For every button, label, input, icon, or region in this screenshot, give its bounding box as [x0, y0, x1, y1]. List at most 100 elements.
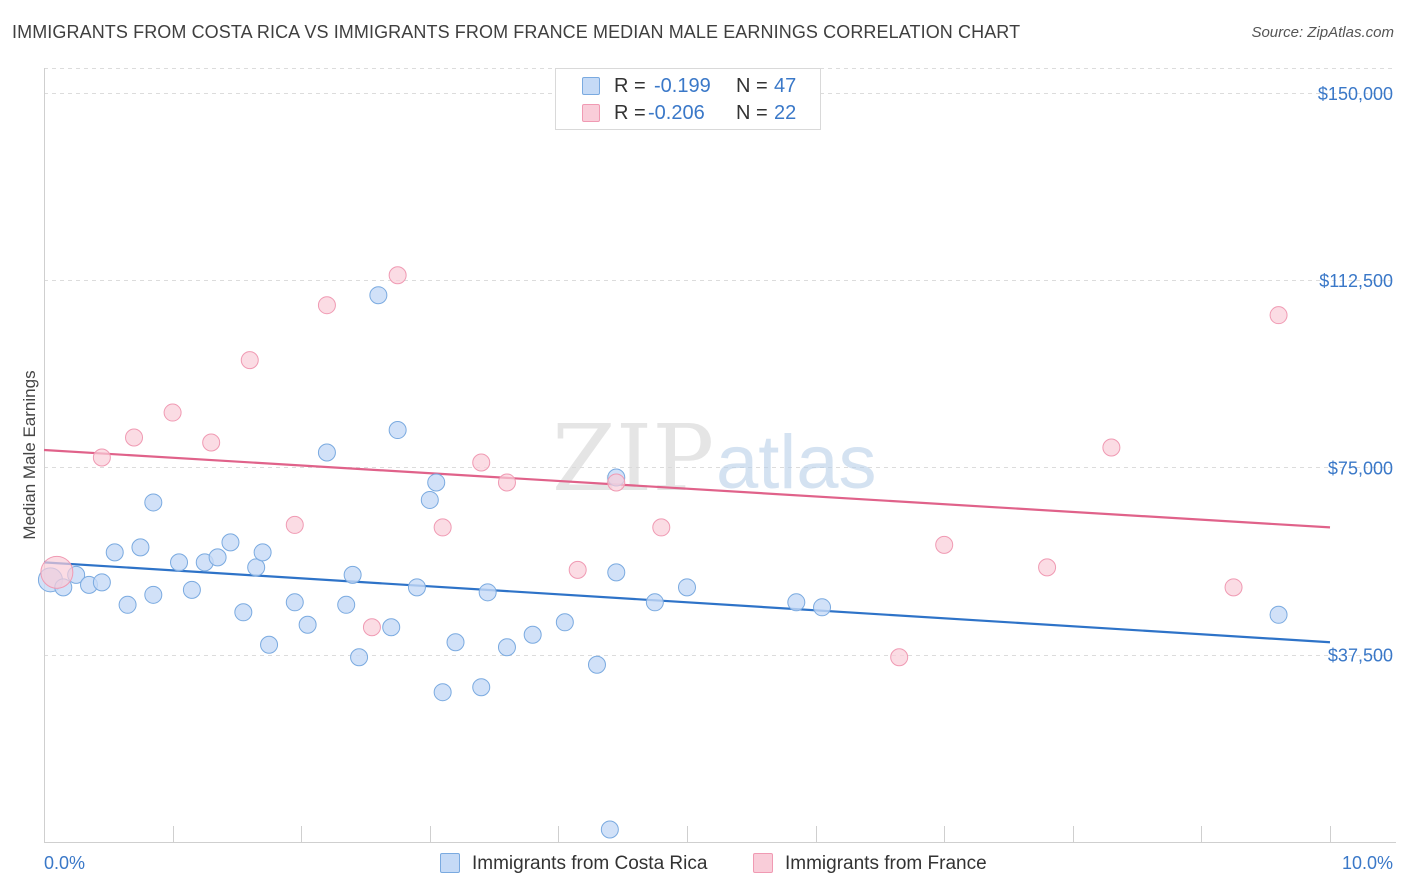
- points-layer: [37, 266, 1288, 839]
- costa-rica-point: [182, 580, 201, 599]
- chart-title: IMMIGRANTS FROM COSTA RICA VS IMMIGRANTS…: [12, 22, 1021, 42]
- costa-rica-point: [118, 595, 137, 614]
- france-point: [607, 473, 626, 492]
- france-point: [285, 515, 304, 534]
- x-tick-label: 10.0%: [1342, 853, 1393, 873]
- r-label: R =: [614, 75, 646, 97]
- costa-rica-point: [285, 593, 304, 612]
- france-swatch: [582, 104, 600, 122]
- costa-rica-trend-line: [43, 561, 1331, 644]
- legend-label-costa-rica: Immigrants from Costa Rica: [472, 853, 708, 874]
- costa-rica-point: [433, 683, 452, 702]
- y-tick-label: $112,500: [1319, 271, 1393, 291]
- costa-rica-point: [253, 543, 272, 562]
- legend-label-france: Immigrants from France: [785, 853, 987, 874]
- n-label: N =: [736, 102, 768, 124]
- watermark-atlas: atlas: [716, 420, 877, 505]
- france-r-value: -0.206: [648, 102, 705, 124]
- france-point: [92, 448, 111, 467]
- france-point: [935, 535, 954, 554]
- costa-rica-point: [587, 655, 606, 674]
- costa-rica-point: [1269, 605, 1288, 624]
- france-point: [388, 266, 407, 285]
- costa-rica-point: [600, 820, 619, 839]
- costa-rica-point: [420, 490, 439, 509]
- costa-rica-point: [144, 585, 163, 604]
- france-point: [202, 433, 221, 452]
- legend-swatch-costa-rica: [440, 853, 460, 873]
- legend-swatch-france: [753, 853, 773, 873]
- y-tick-label: $37,500: [1328, 646, 1393, 666]
- costa-rica-point: [247, 558, 266, 577]
- costa-rica-point: [221, 533, 240, 552]
- costa-rica-r-value: -0.199: [654, 75, 711, 97]
- costa-rica-point: [645, 593, 664, 612]
- costa-rica-point: [787, 593, 806, 612]
- source-label: Source: ZipAtlas.com: [1251, 24, 1394, 41]
- france-point: [1102, 438, 1121, 457]
- france-point: [163, 403, 182, 422]
- costa-rica-point: [369, 286, 388, 305]
- france-point: [125, 428, 144, 447]
- costa-rica-point: [170, 553, 189, 572]
- axes-layer: [44, 68, 1396, 843]
- costa-rica-swatch: [582, 77, 600, 95]
- stats-row-france: R = -0.206 N = 22: [556, 100, 820, 126]
- costa-rica-point: [131, 538, 150, 557]
- r-label: R =: [614, 102, 646, 124]
- costa-rica-point: [234, 603, 253, 622]
- costa-rica-point: [407, 578, 426, 597]
- watermark: ZIP atlas: [552, 405, 877, 512]
- costa-rica-point: [260, 635, 279, 654]
- costa-rica-point: [523, 625, 542, 644]
- legend-item-costa-rica[interactable]: Immigrants from Costa Rica: [440, 852, 740, 876]
- france-trend-line: [43, 448, 1331, 529]
- france-point: [40, 555, 74, 589]
- costa-rica-point: [607, 563, 626, 582]
- france-point: [1038, 558, 1057, 577]
- n-label: N =: [736, 75, 768, 97]
- costa-rica-point: [337, 595, 356, 614]
- stats-row-costa-rica: R = -0.199 N = 47: [556, 73, 820, 99]
- x-tick-label: 0.0%: [44, 853, 85, 873]
- costa-rica-point: [478, 583, 497, 602]
- costa-rica-point: [555, 613, 574, 632]
- costa-rica-point: [105, 543, 124, 562]
- costa-rica-point: [144, 493, 163, 512]
- costa-rica-point: [298, 615, 317, 634]
- costa-rica-point: [343, 565, 362, 584]
- y-tick-label: $150,000: [1318, 84, 1393, 104]
- costa-rica-point: [350, 648, 369, 667]
- costa-rica-point: [92, 573, 111, 592]
- y-axis-title: Median Male Earnings: [20, 370, 39, 539]
- costa-rica-point: [208, 548, 227, 567]
- france-point: [433, 518, 452, 537]
- france-point: [568, 560, 587, 579]
- costa-rica-point: [813, 598, 832, 617]
- costa-rica-point: [446, 633, 465, 652]
- y-tick-label: $75,000: [1328, 458, 1393, 478]
- france-point: [472, 453, 491, 472]
- labels-layer: $37,500 $75,000 $112,500 $150,000 0.0% 10.0% M…: [20, 84, 1393, 873]
- france-point: [362, 618, 381, 637]
- france-point: [317, 296, 336, 315]
- stats-legend: R = -0.199 N = 47 R = -0.206 N = 22: [555, 68, 821, 130]
- watermark-zip: ZIP: [552, 405, 714, 512]
- legend-item-france[interactable]: Immigrants from France: [753, 852, 1023, 876]
- costa-rica-point: [678, 578, 696, 597]
- costa-rica-point: [427, 473, 446, 492]
- costa-rica-point: [382, 618, 401, 637]
- france-point: [497, 473, 516, 492]
- france-point: [240, 351, 259, 370]
- costa-rica-point: [388, 421, 407, 440]
- france-point: [890, 648, 909, 667]
- france-point: [652, 518, 671, 537]
- costa-rica-point: [317, 443, 336, 462]
- france-point: [1224, 578, 1243, 597]
- france-n-value: 22: [774, 102, 797, 124]
- costa-rica-point: [472, 678, 491, 697]
- costa-rica-point: [497, 638, 516, 657]
- costa-rica-n-value: 47: [774, 75, 797, 97]
- france-point: [1269, 306, 1288, 325]
